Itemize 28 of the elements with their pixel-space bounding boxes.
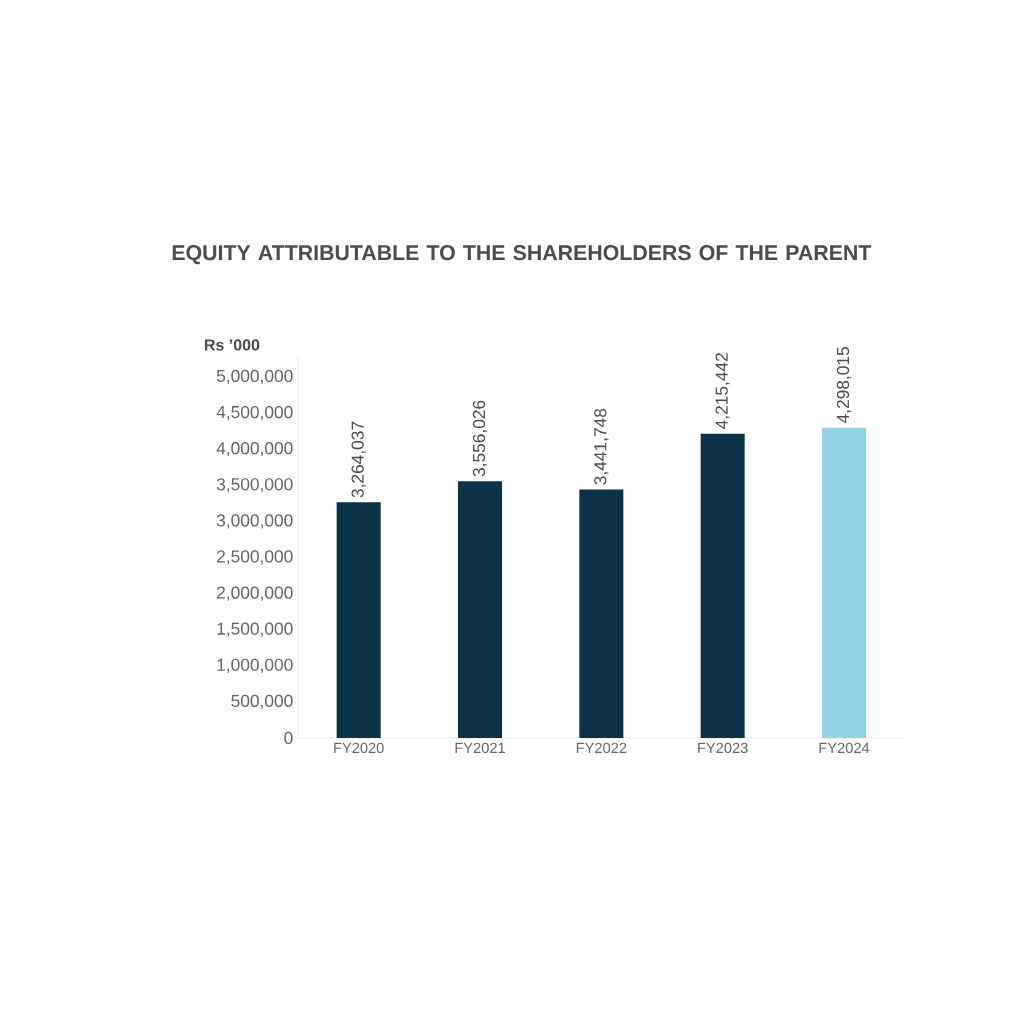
x-tick-label: FY2021 (455, 742, 505, 754)
y-tick-label: 4,000,000 (216, 442, 293, 457)
y-tick-label: 3,500,000 (216, 478, 293, 493)
y-tick-label: 1,000,000 (217, 658, 293, 673)
data-label: 3,264,037 (351, 421, 366, 498)
data-label: 3,556,026 (472, 400, 488, 477)
bar (458, 481, 502, 738)
y-tick-label: 4,500,000 (216, 405, 293, 421)
bar (579, 489, 624, 738)
data-label: 4,298,015 (836, 347, 852, 424)
y-tick-label: 1,500,000 (217, 622, 293, 637)
bar (700, 433, 745, 738)
y-tick-label: 500,000 (231, 694, 293, 710)
y-tick-label: 0 (284, 731, 293, 745)
data-label: 4,215,442 (715, 353, 730, 429)
y-tick-label: 3,000,000 (216, 514, 293, 529)
y-axis-title: Rs ’000 (204, 339, 260, 351)
y-tick-label: 5,000,000 (216, 369, 293, 385)
x-tick-label: FY2020 (334, 742, 384, 754)
data-label: 3,441,748 (594, 408, 609, 485)
y-tick-label: 2,500,000 (217, 550, 293, 565)
x-tick-label: FY2024 (819, 742, 870, 754)
y-tick-label: 2,000,000 (217, 586, 293, 601)
x-tick-label: FY2023 (698, 742, 748, 754)
bar (822, 427, 866, 738)
x-tick-label: FY2022 (576, 742, 627, 754)
bar (336, 502, 381, 738)
chart-title: EQUITY ATTRIBUTABLE TO THE SHAREHOLDERS OF THE PARENT (172, 245, 872, 265)
